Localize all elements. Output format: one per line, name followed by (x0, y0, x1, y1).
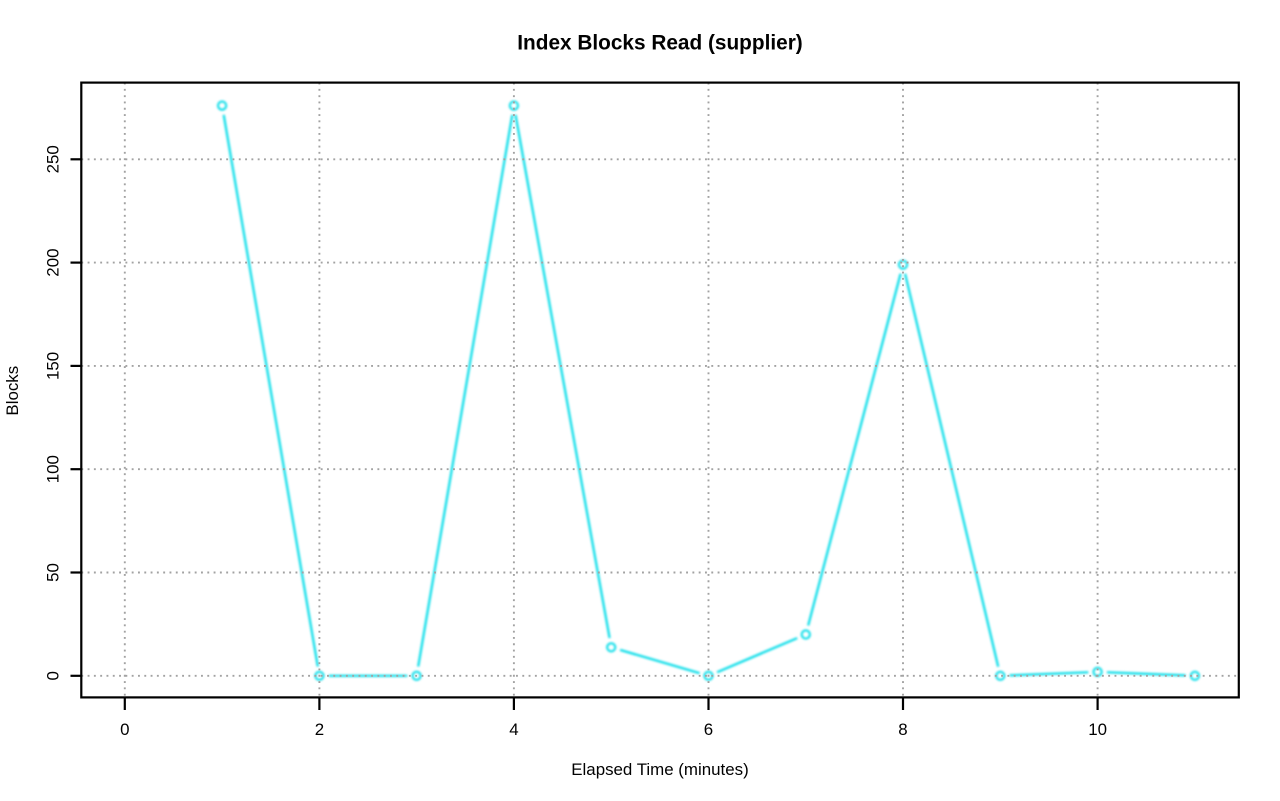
svg-text:150: 150 (43, 352, 62, 380)
svg-text:Elapsed Time (minutes): Elapsed Time (minutes) (571, 760, 748, 779)
svg-text:2: 2 (315, 720, 324, 739)
svg-text:0: 0 (43, 671, 62, 680)
svg-text:Blocks: Blocks (3, 366, 22, 416)
svg-text:200: 200 (43, 249, 62, 277)
svg-text:250: 250 (43, 145, 62, 173)
svg-text:8: 8 (898, 720, 907, 739)
svg-text:0: 0 (120, 720, 129, 739)
svg-text:6: 6 (704, 720, 713, 739)
svg-text:50: 50 (43, 563, 62, 582)
svg-text:10: 10 (1088, 720, 1107, 739)
svg-text:100: 100 (43, 455, 62, 483)
svg-text:Index Blocks Read (supplier): Index Blocks Read (supplier) (517, 31, 802, 54)
svg-text:4: 4 (509, 720, 518, 739)
